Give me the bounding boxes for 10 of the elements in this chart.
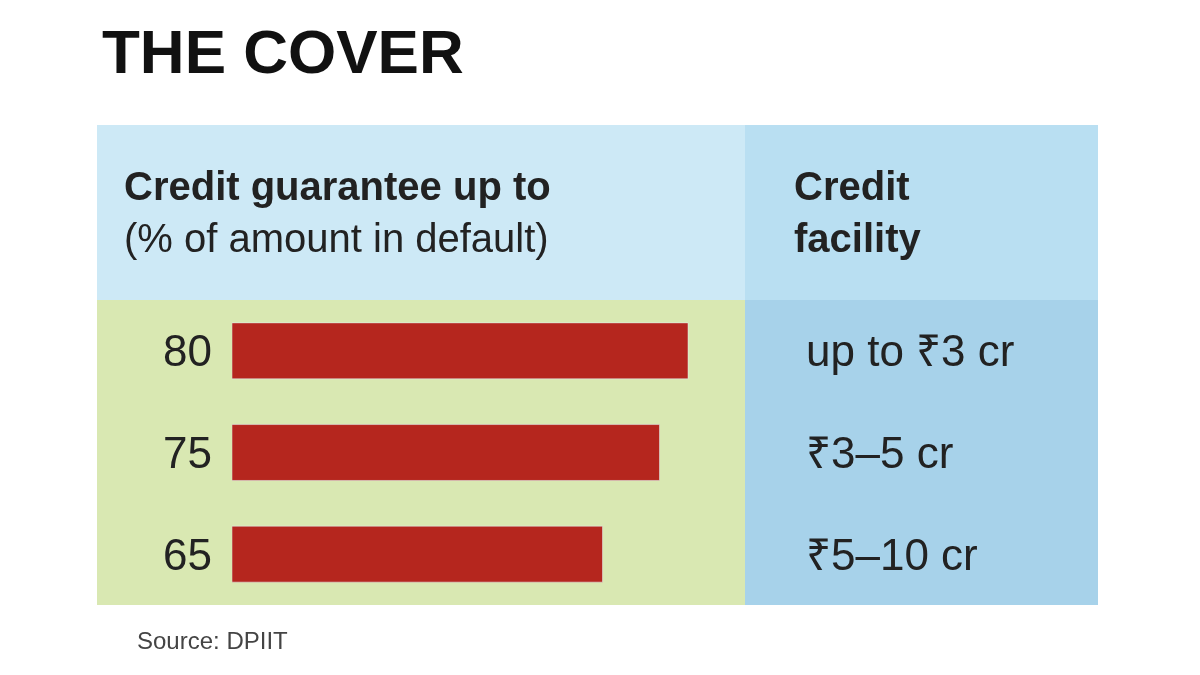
source-note: Source: DPIIT [137,627,289,654]
y-tick-label: ₹5–10 cr [806,529,978,579]
data-label: 80 [163,326,212,375]
y-axis-title: Credit facility [794,164,922,260]
data-label: 75 [163,428,212,477]
y-tick-label: ₹3–5 cr [806,427,954,477]
y-tick-label: up to ₹3 cr [806,326,1015,376]
data-label: 65 [163,530,212,579]
chart-title: THE COVER [102,17,464,86]
x-axis-title: Credit guarantee up to (% of amount in default) [124,164,551,260]
